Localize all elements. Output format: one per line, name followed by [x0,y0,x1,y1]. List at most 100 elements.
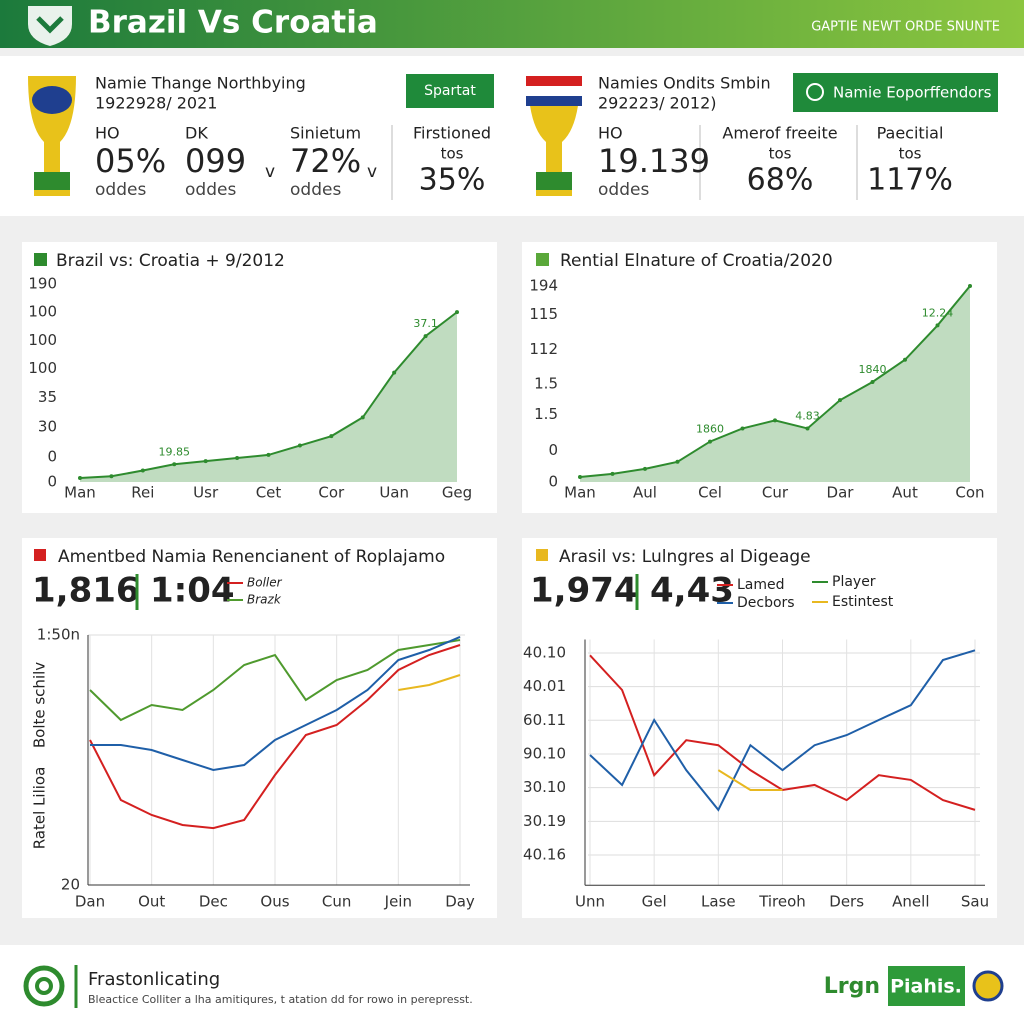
line [589,649,976,812]
x-tick-label: Aut [892,484,918,502]
button-label[interactable]: Spartat [424,83,476,99]
y-tick-label: 90.10 [523,744,566,762]
y-tick-label: 40.16 [523,845,566,863]
y-tick-label: 194 [529,277,558,295]
point [266,452,271,457]
footer-logo [35,977,53,995]
point [805,426,810,431]
legend-label: Decbors [737,595,795,611]
y-axis-label: Ratel Lilioa [31,767,49,850]
stat-label: Sinietum [290,124,361,143]
x-tick-label: Geg [442,484,472,502]
team-name: Namies Ondits Smbin [598,74,771,93]
card [522,242,997,513]
x-tick-label: Con [955,484,984,502]
y-tick-label: 60.11 [523,711,566,729]
x-tick-label: Dec [199,893,228,911]
highlight: 1,974 [530,571,638,611]
x-tick-label: Dan [75,893,105,911]
x-tick-label: Unn [575,893,605,911]
x-tick-label: Gel [642,893,667,911]
logo [28,6,72,46]
team-date: 1922928/ 2021 [95,94,217,113]
annotation: 37.1 [413,317,438,330]
x-tick-label: Aul [633,484,657,502]
point [935,323,940,328]
y-tick-label: 40.01 [523,677,566,695]
x-tick-label: Lase [701,893,736,911]
point [78,476,82,481]
y-tick-label: 190 [28,275,57,293]
point [360,415,365,420]
stat-label: Firstioned [413,124,491,143]
x-tick-label: Cur [762,484,789,502]
stat-value: 68% [747,163,814,198]
title-marker [536,549,548,561]
stat-sublabel: tos [769,145,792,163]
x-tick-label: Rei [131,484,154,502]
title-marker [34,549,46,561]
annotation: 1840 [859,363,887,376]
x-tick-label: Uan [379,484,409,502]
annotation: 19.85 [159,445,191,458]
point [903,357,907,362]
stat-sublabel: tos [441,145,464,163]
highlight: 1,816 [32,571,140,611]
button-label[interactable]: Namie Eoporffendors [833,84,992,102]
y-tick-label: 1:50n [37,626,80,644]
button[interactable] [793,73,998,112]
y-tick-label: 40.10 [523,643,566,661]
y-tick-label: 1.5 [534,375,558,393]
line [89,639,461,722]
stat-value: 099 [185,142,246,180]
area [80,312,457,482]
stat-label: Paecitial [877,124,944,143]
stat-value: 19.139 [598,142,710,180]
footer-badge[interactable] [888,966,965,1006]
x-tick-label: Man [564,484,596,502]
footer [0,945,1024,1024]
point [392,370,397,375]
chart-title: Rential Elnature of Croatia/2020 [560,251,833,271]
y-tick-label: 30 [38,417,57,435]
y-tick-label: 0 [47,473,57,491]
y-tick-label: 100 [28,359,57,377]
stat-value: 05% [95,142,166,180]
point [870,379,875,384]
y-tick-label: 35 [38,388,57,406]
point [773,418,777,423]
x-tick-label: Jein [384,893,412,911]
y-tick-label: 30.19 [523,812,566,830]
y-tick-label: 0 [548,473,558,491]
footer-text: Bleactice Colliter a lha amitiqures, t a… [88,993,473,1006]
footer-title: Frastonlicating [88,969,220,990]
footer-badge-label[interactable]: Piahis. [890,976,962,998]
point [675,459,680,464]
point [172,462,177,467]
point [643,466,647,471]
y-tick-label: 100 [28,331,57,349]
footer-brand[interactable]: Lrgn [824,974,880,999]
line [89,644,461,830]
button[interactable] [406,74,494,108]
annotation: 12.24 [922,306,954,319]
x-tick-label: Sau [961,893,989,911]
x-tick-label: Day [445,893,475,911]
point [235,456,240,461]
team-date: 292223/ 2012) [598,94,717,113]
legend-label: Boller [247,576,283,590]
x-tick-label: Cel [698,484,722,502]
annotation: 4.83 [795,409,820,422]
stat-note: oddes [598,180,649,200]
point [578,474,582,479]
area [580,286,970,482]
y-tick-label: 1.5 [534,405,558,423]
chart-title: Brazil vs: Croatia + 9/2012 [56,251,285,271]
team-name: Namie Thange Northbying [95,74,306,93]
x-tick-label: Cun [322,893,352,911]
legend-label: Lamed [737,577,785,593]
trophy [526,76,582,196]
y-tick-label: 112 [529,340,558,358]
title-marker [34,253,47,266]
